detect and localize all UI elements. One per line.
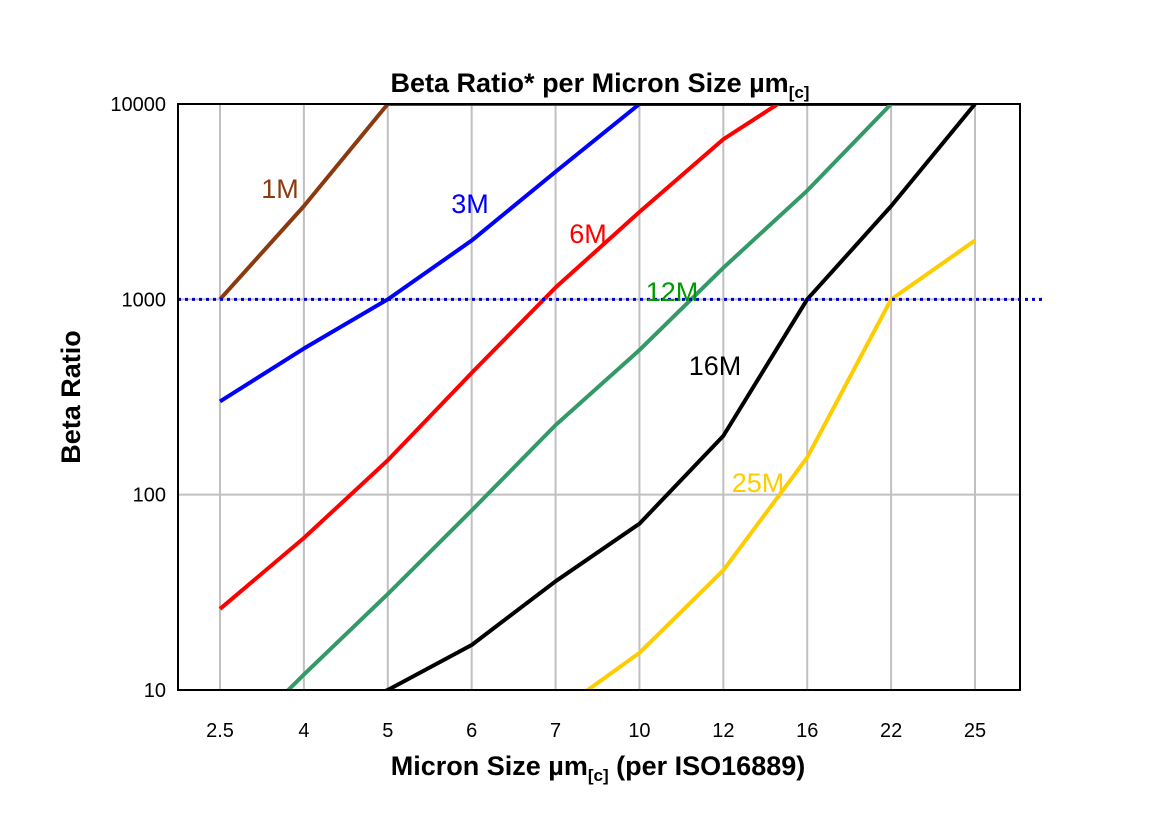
x-tick-label: 16 [796,720,818,742]
plot-border [177,103,1021,691]
x-tick-label: 12 [712,720,734,742]
series-label-1M: 1M [261,174,299,204]
series-label-25M: 25M [732,468,785,498]
series-label-6M: 6M [569,219,607,249]
x-tick-label: 22 [880,720,902,742]
series-labels: 1M 3M 6M 12M 16M 25M [261,174,784,498]
y-tick-label: 10000 [110,94,166,116]
x-tick-label: 5 [382,720,393,742]
x-axis-label: Micron Size µm[c] (per ISO16889) [391,751,805,785]
chart-title: Beta Ratio* per Micron Size µm[c] [391,68,810,102]
x-tick-label: 25 [964,720,986,742]
y-tick-label: 100 [133,485,166,507]
series-line-25M [583,238,977,691]
x-tick-label: 4 [298,720,309,742]
y-tick-label: 1000 [122,289,167,311]
series-label-3M: 3M [451,189,489,219]
x-tick-label: 2.5 [206,720,234,742]
series-label-16M: 16M [689,351,742,381]
series-label-12M: 12M [646,277,699,307]
series-line-12M [284,103,975,691]
y-axis-label: Beta Ratio [56,330,86,464]
series-lines [218,103,977,691]
grid [178,103,1020,691]
x-tick-label: 10 [628,720,650,742]
x-tick-label: 6 [466,720,477,742]
series-line-6M [218,103,784,611]
x-tick-label: 7 [550,720,561,742]
tick-labels: 2.5 4 5 6 7 10 12 16 22 25 10 100 1000 10000 [110,94,986,742]
series-line-16M [379,103,977,691]
y-tick-label: 10 [144,680,166,702]
